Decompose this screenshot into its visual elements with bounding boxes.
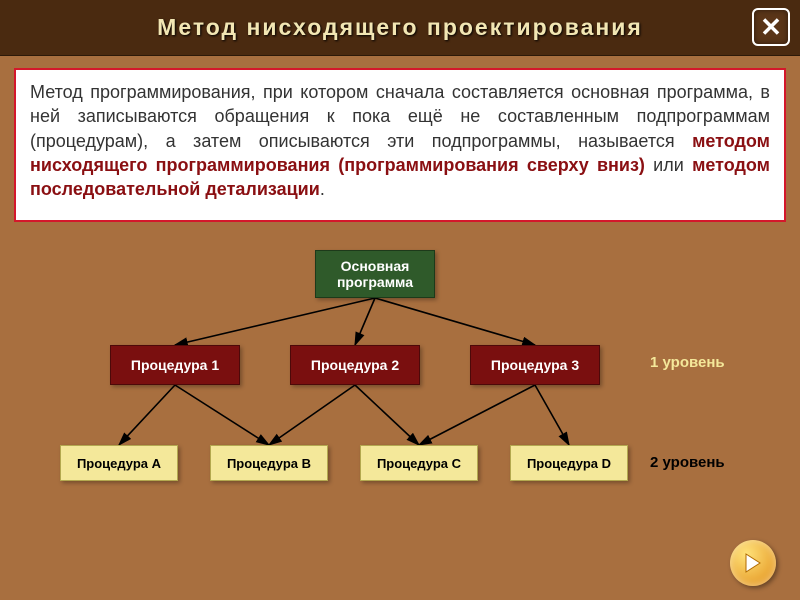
definition-text: Метод программирования, при котором снач… [30, 82, 770, 151]
next-button[interactable] [730, 540, 776, 586]
node-p1: Процедура 1 [110, 345, 240, 385]
close-button[interactable]: ✕ [752, 8, 790, 46]
title-bar: Метод нисходящего проектирования ✕ [0, 0, 800, 56]
slide-title: Метод нисходящего проектирования [157, 14, 643, 41]
edge [269, 385, 355, 445]
slide-root: Метод нисходящего проектирования ✕ Метод… [0, 0, 800, 600]
level-label: 1 уровень [650, 354, 725, 371]
edge [419, 385, 535, 445]
definition-box: Метод программирования, при котором снач… [14, 68, 786, 222]
close-icon: ✕ [760, 12, 782, 43]
edge [535, 385, 569, 445]
edge [355, 385, 419, 445]
edge [375, 298, 535, 345]
node-pA: Процедура A [60, 445, 178, 481]
arrow-right-icon [740, 550, 766, 576]
node-p2: Процедура 2 [290, 345, 420, 385]
edge [355, 298, 375, 345]
node-pD: Процедура D [510, 445, 628, 481]
node-pB: Процедура B [210, 445, 328, 481]
definition-text: . [320, 179, 325, 199]
definition-text: или [645, 155, 692, 175]
edge [175, 298, 375, 345]
edge [175, 385, 269, 445]
level-label: 2 уровень [650, 454, 725, 471]
edge [119, 385, 175, 445]
node-main: Основная программа [315, 250, 435, 298]
node-p3: Процедура 3 [470, 345, 600, 385]
node-pC: Процедура C [360, 445, 478, 481]
